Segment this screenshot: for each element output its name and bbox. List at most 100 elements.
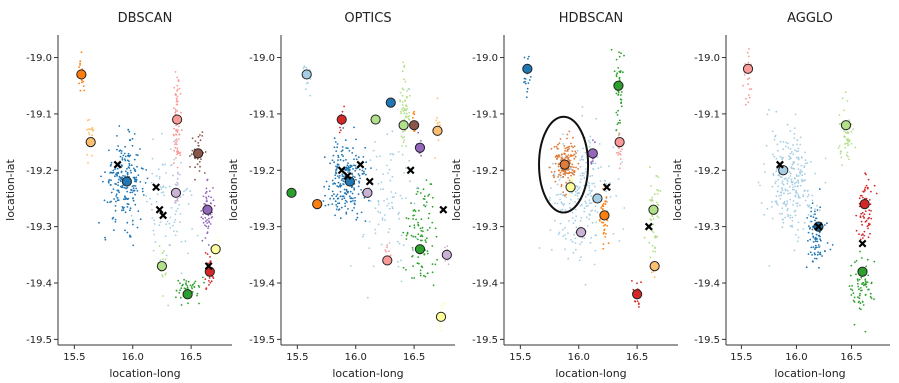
data-point: [385, 164, 388, 167]
cluster-centroid: [857, 266, 868, 277]
data-point: [559, 222, 562, 225]
data-point: [864, 220, 867, 223]
data-point: [117, 184, 119, 187]
data-point: [580, 216, 583, 219]
data-point: [779, 155, 782, 158]
data-point: [864, 293, 867, 296]
data-point: [554, 180, 557, 183]
data-point: [591, 189, 593, 192]
data-point: [844, 91, 847, 94]
data-point: [152, 138, 155, 141]
x-tick-label: 16.5: [626, 352, 648, 363]
data-point: [579, 174, 582, 177]
data-point: [412, 235, 415, 238]
data-point: [177, 279, 180, 282]
data-point: [550, 147, 553, 150]
data-point: [340, 179, 343, 182]
data-point: [401, 145, 404, 147]
data-point: [795, 189, 797, 192]
data-point: [845, 154, 848, 157]
data-point: [401, 153, 404, 156]
cluster-centroid: [398, 120, 409, 131]
y-tick-label: -19.3: [26, 222, 52, 233]
data-point: [617, 154, 620, 156]
data-point: [133, 184, 135, 187]
data-point: [131, 191, 134, 194]
data-point: [431, 263, 434, 265]
data-point: [656, 188, 659, 191]
data-point: [336, 146, 339, 149]
data-point: [180, 129, 183, 132]
data-point: [154, 241, 157, 244]
data-point: [129, 191, 132, 194]
data-point: [595, 221, 598, 224]
data-point: [420, 265, 423, 268]
data-point: [352, 168, 354, 170]
data-point: [775, 157, 778, 160]
data-point: [860, 308, 862, 311]
data-point: [159, 259, 162, 262]
data-point: [615, 74, 618, 76]
data-point: [795, 181, 798, 184]
data-point: [349, 197, 352, 200]
data-point: [574, 156, 577, 158]
data-point: [209, 223, 212, 225]
data-point: [160, 191, 163, 194]
data-point: [386, 246, 388, 249]
data-point: [179, 196, 182, 198]
data-point: [205, 196, 208, 199]
data-point: [572, 136, 574, 139]
data-point: [588, 182, 590, 184]
data-point: [124, 145, 126, 148]
data-point: [305, 66, 308, 69]
data-point: [80, 81, 83, 84]
cluster-centroid: [840, 120, 852, 131]
data-point: [413, 277, 416, 279]
data-point: [349, 190, 352, 193]
data-point: [114, 218, 117, 221]
panel-title: OPTICS: [344, 11, 391, 26]
data-point: [571, 217, 574, 219]
data-point: [341, 173, 344, 176]
data-point: [862, 215, 865, 218]
data-point: [555, 194, 558, 197]
data-point: [408, 88, 411, 90]
data-point: [814, 172, 817, 175]
data-point: [206, 222, 209, 224]
y-axis-label: location-lat: [4, 158, 17, 220]
data-point: [617, 134, 620, 137]
cross-marker: [644, 222, 653, 231]
data-point: [866, 281, 869, 283]
data-point: [123, 206, 125, 209]
data-point: [142, 194, 145, 196]
data-point: [777, 204, 779, 206]
data-point: [619, 158, 622, 160]
data-point: [607, 242, 610, 245]
data-point: [435, 119, 438, 122]
data-point: [331, 190, 334, 193]
data-point: [810, 246, 813, 249]
data-point: [447, 263, 450, 266]
panel-agglo: AGGLO location-long location-lat -19.0-1…: [671, 11, 890, 380]
data-point: [815, 233, 818, 236]
data-point: [175, 210, 178, 213]
data-point: [792, 204, 794, 206]
data-point: [191, 287, 194, 290]
data-point: [428, 212, 431, 215]
data-point: [818, 253, 821, 255]
data-point: [528, 79, 531, 81]
data-point: [404, 80, 407, 83]
data-point: [162, 191, 165, 194]
data-point: [846, 139, 849, 142]
data-point: [210, 280, 213, 283]
data-point: [411, 247, 414, 249]
data-point: [355, 154, 357, 157]
data-point: [577, 188, 580, 190]
data-point: [621, 161, 624, 163]
data-point: [208, 280, 210, 282]
cluster-points: [757, 108, 827, 267]
y-tick-label: -19.1: [472, 109, 498, 120]
data-point: [185, 282, 187, 284]
data-point: [136, 165, 138, 168]
data-point: [158, 224, 161, 227]
